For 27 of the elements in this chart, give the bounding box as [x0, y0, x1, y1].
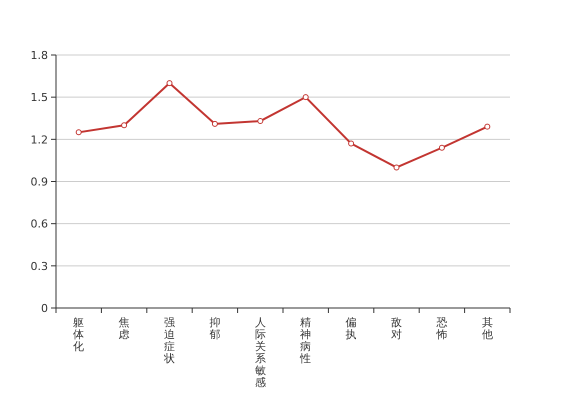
- y-tick-label: 1.5: [30, 91, 48, 104]
- y-tick-label: 0.9: [30, 176, 48, 188]
- x-tick-label: 恐怖: [435, 316, 448, 341]
- point: [166, 80, 172, 86]
- y-tick-label: 0: [41, 302, 48, 315]
- point: [121, 122, 128, 128]
- x-tick-label: 人际关系敏感: [254, 316, 266, 389]
- point: [394, 164, 400, 170]
- y-tick-label: 1.2: [30, 133, 48, 146]
- x-tick-label: 偏执: [346, 316, 357, 341]
- x-tick-label: 抑郁: [209, 316, 220, 341]
- point: [257, 118, 264, 124]
- point: [302, 94, 309, 100]
- point: [212, 120, 218, 127]
- y-tick-label: 1.8: [30, 49, 48, 62]
- point: [484, 124, 490, 130]
- x-tick-label: 其他: [482, 316, 493, 341]
- y-tick-label: 0.6: [30, 218, 48, 231]
- x-tick-label: 精神病性: [299, 316, 312, 365]
- x-tick-label: 躯体化: [73, 316, 84, 353]
- point: [438, 144, 445, 151]
- point: [76, 129, 82, 136]
- x-tick-label: 敌对: [391, 316, 402, 341]
- x-tick-label: 强迫症状: [163, 316, 175, 365]
- y-tick-label: 0.3: [30, 260, 48, 273]
- x-tick-label: 焦虑: [118, 316, 130, 341]
- point: [348, 140, 354, 147]
